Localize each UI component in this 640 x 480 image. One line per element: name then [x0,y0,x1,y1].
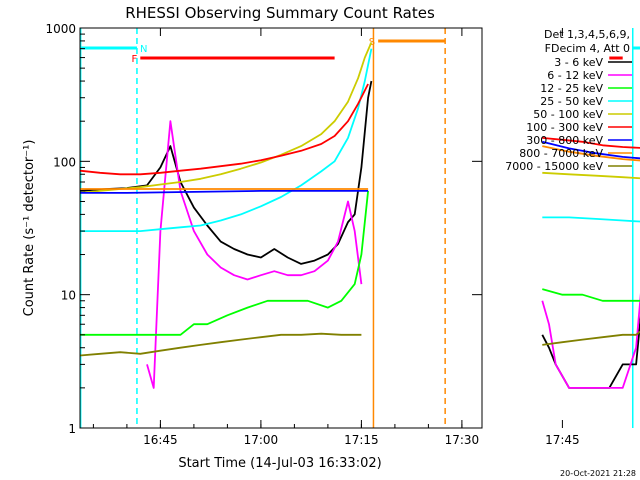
vertical-markers [79,28,634,428]
flag-label-n: N [140,44,147,55]
y-tick-label: 100 [53,155,76,169]
series-25-50-kev-segment-1 [80,48,373,233]
series-300-800-kev-segment-2 [542,140,640,160]
flag-label-s: S [369,37,375,48]
series-100-300-kev-segment-1 [79,83,369,176]
y-axis-label: Count Rate (s⁻¹ detector⁻¹) [22,140,37,317]
legend: Det 1,3,4,5,6,9,FDecim 4, Att 03 - 6 keV… [505,28,632,173]
legend-label-12-25-kev: 12 - 25 keV [540,82,603,95]
series-50-100-kev-segment-2 [542,171,640,180]
series-100-300-kev-segment-2 [542,137,640,149]
y-axis-ticks: 1 10 100 1000 [45,22,482,436]
series-7000-15000-kev-segment-2 [542,330,640,346]
series-6-12-kev-segment-2 [541,292,640,389]
legend-label-800-7000-kev: 800 - 7000 keV [519,147,603,160]
series-25-50-kev-segment-2 [542,216,640,223]
series-7000-15000-kev-segment-1 [79,332,362,357]
series-50-100-kev-segment-1 [79,42,373,194]
legend-label-50-100-kev: 50 - 100 keV [533,108,603,121]
x-tick-label: 17:30 [445,433,480,447]
y-tick-label: 1000 [45,22,76,36]
series-6-12-kev-segment-1 [146,120,363,389]
y-tick-label: 1 [68,422,76,436]
legend-header-line: Det 1,3,4,5,6,9, [544,28,630,41]
y-tick-label: 10 [61,289,76,303]
series-300-800-kev-segment-1 [80,189,369,194]
footer-date: 20-Oct-2021 21:28 [560,469,636,478]
legend-label-6-12-kev: 6 - 12 keV [547,69,603,82]
chart-title: RHESSI Observing Summary Count Rates [125,4,435,22]
series-lines [79,42,640,389]
x-axis-label: Start Time (14-Jul-03 16:33:02) [178,456,381,471]
series-12-25-kev-segment-2 [542,288,640,302]
legend-label-100-300-kev: 100 - 300 keV [526,121,603,134]
legend-label-300-800-kev: 300 - 800 keV [526,134,603,147]
series-12-25-kev-segment-1 [80,190,369,336]
x-tick-label: 17:00 [244,433,279,447]
flag-bars: NF S [80,37,640,65]
series-800-7000-kev-segment-2 [542,145,640,162]
x-tick-label: 17:15 [344,433,379,447]
flag-label-f: F [132,54,138,65]
legend-label-25-50-kev: 25 - 50 keV [540,95,603,108]
legend-label-3-6-kev: 3 - 6 keV [554,56,603,69]
x-tick-label: 17:45 [545,433,580,447]
legend-label-7000-15000-kev: 7000 - 15000 keV [505,160,603,173]
legend-header-line: FDecim 4, Att 0 [545,42,630,55]
x-tick-label: 16:45 [143,433,178,447]
series-3-6-kev-segment-1 [79,80,373,265]
plot-frame [79,27,483,429]
